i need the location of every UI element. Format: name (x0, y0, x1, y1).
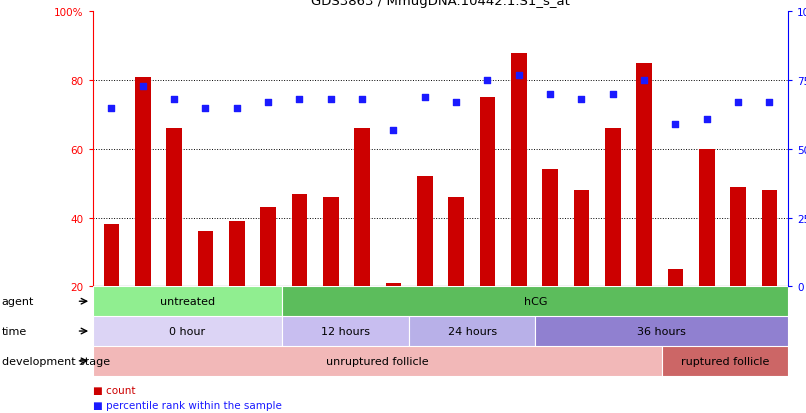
Bar (417, 177, 433, 287)
Bar (662, 346, 788, 376)
Bar (282, 316, 409, 346)
Point (450, 100, 463, 106)
Point (136, 83, 149, 90)
Text: ■ percentile rank within the sample: ■ percentile rank within the sample (93, 400, 281, 410)
Bar (448, 197, 464, 287)
Bar (323, 197, 339, 287)
Bar (542, 170, 558, 287)
Bar (535, 316, 788, 346)
Bar (667, 270, 683, 287)
Bar (636, 64, 652, 287)
Point (481, 78, 494, 84)
Text: untreated: untreated (160, 297, 215, 306)
Bar (511, 54, 526, 287)
Bar (197, 232, 214, 287)
Bar (282, 287, 788, 316)
Point (763, 100, 776, 106)
Point (732, 100, 745, 106)
Point (355, 97, 368, 103)
Bar (93, 346, 662, 376)
Text: 36 hours: 36 hours (638, 326, 686, 336)
Point (262, 100, 275, 106)
Bar (93, 316, 282, 346)
Point (168, 97, 181, 103)
Bar (355, 129, 370, 287)
Text: 0 hour: 0 hour (169, 326, 206, 336)
Bar (762, 191, 777, 287)
Bar (385, 283, 401, 287)
Bar (260, 208, 276, 287)
Text: time: time (2, 326, 27, 336)
Point (418, 94, 431, 101)
Bar (699, 150, 715, 287)
Point (293, 97, 306, 103)
Bar (104, 225, 119, 287)
Text: ruptured follicle: ruptured follicle (681, 356, 769, 366)
Point (700, 116, 713, 123)
Bar (166, 129, 182, 287)
Bar (574, 191, 589, 287)
Point (231, 105, 243, 112)
Title: GDS3863 / MmugDNA.10442.1.S1_s_at: GDS3863 / MmugDNA.10442.1.S1_s_at (311, 0, 570, 8)
Point (638, 78, 650, 84)
Text: ■ count: ■ count (93, 385, 135, 395)
Text: development stage: development stage (2, 356, 110, 366)
Bar (93, 287, 282, 316)
Point (575, 97, 588, 103)
Text: 24 hours: 24 hours (447, 326, 496, 336)
Text: unruptured follicle: unruptured follicle (326, 356, 429, 366)
Point (669, 121, 682, 128)
Point (199, 105, 212, 112)
Bar (605, 129, 621, 287)
Text: agent: agent (2, 297, 34, 306)
Bar (409, 316, 535, 346)
Bar (135, 78, 151, 287)
Bar (480, 98, 496, 287)
Point (606, 91, 619, 98)
Bar (292, 194, 307, 287)
Bar (229, 221, 245, 287)
Point (387, 127, 400, 134)
Point (105, 105, 118, 112)
Text: 12 hours: 12 hours (321, 326, 370, 336)
Point (324, 97, 337, 103)
Point (544, 91, 557, 98)
Bar (730, 187, 746, 287)
Text: hCG: hCG (524, 297, 547, 306)
Point (513, 72, 526, 79)
